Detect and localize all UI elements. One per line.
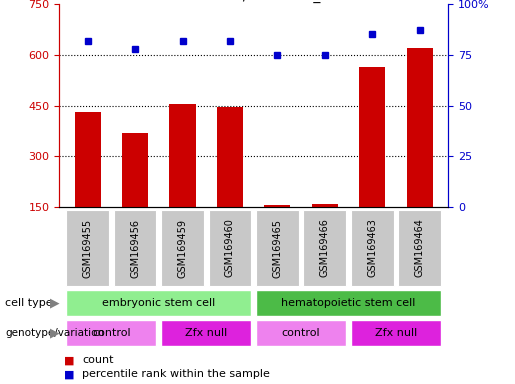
- FancyBboxPatch shape: [256, 290, 441, 316]
- Text: control: control: [92, 328, 131, 338]
- FancyBboxPatch shape: [66, 320, 157, 346]
- Bar: [169, 104, 196, 258]
- Text: GSM169459: GSM169459: [178, 218, 187, 278]
- Text: count: count: [82, 355, 114, 365]
- Bar: [312, 204, 338, 258]
- Bar: [217, 107, 243, 258]
- Text: hematopoietic stem cell: hematopoietic stem cell: [281, 298, 416, 308]
- FancyBboxPatch shape: [114, 210, 157, 286]
- Text: GSM169464: GSM169464: [415, 218, 424, 277]
- Text: genotype/variation: genotype/variation: [5, 328, 104, 338]
- Bar: [122, 132, 148, 258]
- Text: ▶: ▶: [50, 296, 60, 310]
- Text: Zfx null: Zfx null: [375, 328, 417, 338]
- Text: GSM169465: GSM169465: [272, 218, 282, 278]
- FancyBboxPatch shape: [398, 210, 441, 286]
- Bar: [359, 66, 385, 258]
- Text: Zfx null: Zfx null: [185, 328, 227, 338]
- FancyBboxPatch shape: [66, 290, 251, 316]
- FancyBboxPatch shape: [209, 210, 251, 286]
- Bar: [406, 48, 433, 258]
- Text: GSM169466: GSM169466: [320, 218, 330, 277]
- FancyBboxPatch shape: [256, 210, 299, 286]
- Text: GSM169456: GSM169456: [130, 218, 140, 278]
- FancyBboxPatch shape: [303, 210, 346, 286]
- Text: embryonic stem cell: embryonic stem cell: [102, 298, 215, 308]
- Text: control: control: [282, 328, 320, 338]
- Text: GSM169463: GSM169463: [367, 218, 377, 277]
- FancyBboxPatch shape: [161, 210, 204, 286]
- Text: ■: ■: [64, 355, 75, 365]
- FancyBboxPatch shape: [256, 320, 346, 346]
- Text: ▶: ▶: [50, 326, 60, 339]
- Text: ■: ■: [64, 369, 75, 379]
- FancyBboxPatch shape: [66, 210, 109, 286]
- Text: cell type: cell type: [5, 298, 53, 308]
- Text: GSM169455: GSM169455: [83, 218, 93, 278]
- Bar: [75, 112, 101, 258]
- Title: GDS2718 / 1449303_at: GDS2718 / 1449303_at: [173, 0, 334, 3]
- Text: percentile rank within the sample: percentile rank within the sample: [82, 369, 270, 379]
- FancyBboxPatch shape: [351, 320, 441, 346]
- FancyBboxPatch shape: [351, 210, 393, 286]
- Text: GSM169460: GSM169460: [225, 218, 235, 277]
- FancyBboxPatch shape: [161, 320, 251, 346]
- Bar: [264, 205, 290, 258]
